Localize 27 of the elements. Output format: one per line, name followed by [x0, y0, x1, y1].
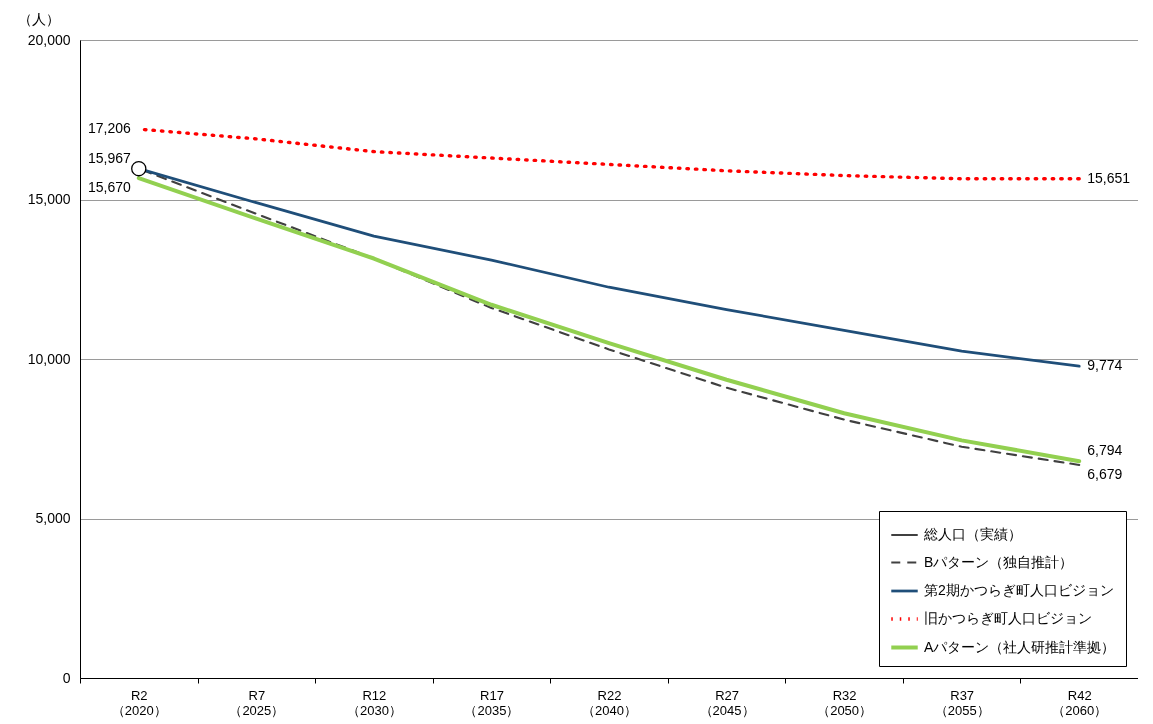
data-label: 15,967 [87, 149, 131, 166]
x-tick-label: R7 （2025） [229, 687, 285, 718]
legend-label: 第2期かつらぎ町人口ビジョン [924, 582, 1114, 598]
y-tick-label: 20,000 [27, 31, 71, 48]
data-label: 15,670 [87, 179, 131, 196]
x-tick-label: R22 （2040） [582, 687, 637, 718]
y-axis-title: （人） [17, 10, 60, 27]
data-label: 6,794 [1087, 442, 1123, 459]
data-label: 17,206 [87, 120, 131, 137]
x-tick-label: R17 （2035） [464, 687, 520, 718]
x-tick-label: R2 （2020） [111, 687, 167, 718]
y-tick-label: 10,000 [27, 350, 71, 367]
legend-label: 旧かつらぎ町人口ビジョン [924, 610, 1092, 626]
y-tick-label: 0 [62, 669, 71, 686]
x-tick-label: R32 （2050） [817, 687, 873, 718]
y-tick-label: 5,000 [35, 510, 71, 526]
x-tick-label: R12 （2030） [346, 687, 402, 718]
legend-label: Bパターン（独自推計） [924, 553, 1074, 570]
legend-label: 総人口（実績） [923, 526, 1022, 542]
x-tick-label: R42 （2060） [1052, 687, 1108, 718]
data-label: 6,679 [1087, 465, 1123, 482]
x-tick-label: R27 （2045） [699, 687, 755, 718]
data-label: 15,651 [1087, 169, 1131, 186]
y-tick-label: 15,000 [27, 191, 71, 207]
x-tick-label: R37 （2055） [934, 687, 990, 718]
legend-label: Aパターン（社人研推計準拠） [924, 638, 1116, 655]
data-label: 9,774 [1087, 357, 1123, 374]
